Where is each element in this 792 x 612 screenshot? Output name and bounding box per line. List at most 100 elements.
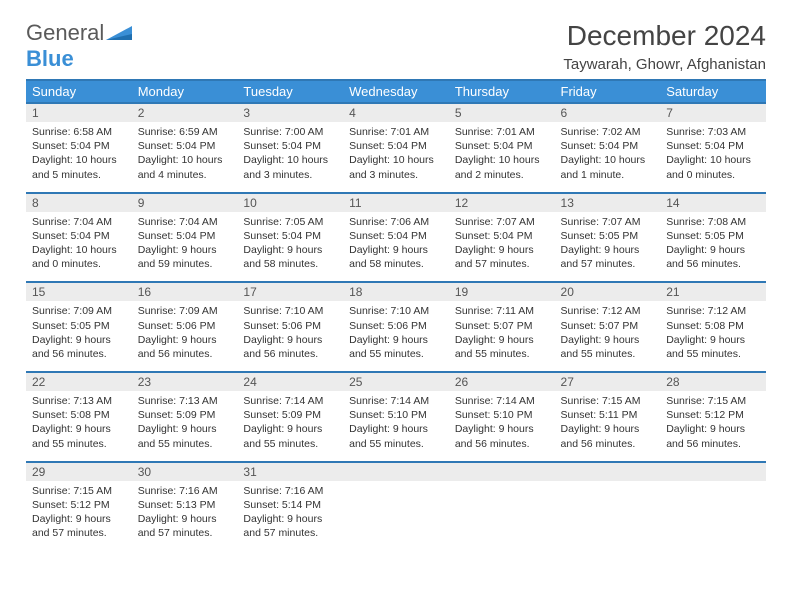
sunset-text: Sunset: 5:04 PM	[138, 139, 232, 153]
day-number: 11	[343, 192, 449, 212]
day-number: 20	[555, 281, 661, 301]
day-body: Sunrise: 7:10 AMSunset: 5:06 PMDaylight:…	[343, 301, 449, 371]
day-cell	[555, 461, 661, 551]
day-number-empty	[555, 461, 661, 481]
day1-text: Daylight: 9 hours	[138, 243, 232, 257]
day-cell: 25Sunrise: 7:14 AMSunset: 5:10 PMDayligh…	[343, 371, 449, 461]
day-body: Sunrise: 7:00 AMSunset: 5:04 PMDaylight:…	[237, 122, 343, 192]
day1-text: Daylight: 9 hours	[243, 333, 337, 347]
day-cell: 23Sunrise: 7:13 AMSunset: 5:09 PMDayligh…	[132, 371, 238, 461]
day1-text: Daylight: 9 hours	[32, 512, 126, 526]
day-number-empty	[343, 461, 449, 481]
day2-text: and 55 minutes.	[32, 437, 126, 451]
sunset-text: Sunset: 5:11 PM	[561, 408, 655, 422]
sunset-text: Sunset: 5:04 PM	[243, 139, 337, 153]
day-body: Sunrise: 7:16 AMSunset: 5:13 PMDaylight:…	[132, 481, 238, 551]
sunset-text: Sunset: 5:05 PM	[561, 229, 655, 243]
page-header: General Blue December 2024 Taywarah, Gho…	[26, 20, 766, 73]
day-number: 4	[343, 102, 449, 122]
day1-text: Daylight: 9 hours	[455, 333, 549, 347]
sunset-text: Sunset: 5:04 PM	[243, 229, 337, 243]
day-cell	[343, 461, 449, 551]
day1-text: Daylight: 9 hours	[561, 243, 655, 257]
day-number: 30	[132, 461, 238, 481]
day-number: 15	[26, 281, 132, 301]
day-cell: 15Sunrise: 7:09 AMSunset: 5:05 PMDayligh…	[26, 281, 132, 371]
day-body-empty	[343, 481, 449, 535]
day-header: Monday	[132, 79, 238, 102]
sunset-text: Sunset: 5:04 PM	[349, 139, 443, 153]
sunrise-text: Sunrise: 7:04 AM	[138, 215, 232, 229]
day-cell: 30Sunrise: 7:16 AMSunset: 5:13 PMDayligh…	[132, 461, 238, 551]
day-body: Sunrise: 7:08 AMSunset: 5:05 PMDaylight:…	[660, 212, 766, 282]
day-body: Sunrise: 7:01 AMSunset: 5:04 PMDaylight:…	[343, 122, 449, 192]
day1-text: Daylight: 10 hours	[32, 153, 126, 167]
day-body-empty	[660, 481, 766, 535]
sunset-text: Sunset: 5:06 PM	[138, 319, 232, 333]
day2-text: and 55 minutes.	[349, 347, 443, 361]
sunrise-text: Sunrise: 7:12 AM	[666, 304, 760, 318]
day1-text: Daylight: 10 hours	[455, 153, 549, 167]
sunset-text: Sunset: 5:04 PM	[349, 229, 443, 243]
day-body: Sunrise: 7:04 AMSunset: 5:04 PMDaylight:…	[132, 212, 238, 282]
sunset-text: Sunset: 5:04 PM	[455, 229, 549, 243]
sunrise-text: Sunrise: 7:14 AM	[455, 394, 549, 408]
day-number: 21	[660, 281, 766, 301]
day-body: Sunrise: 7:02 AMSunset: 5:04 PMDaylight:…	[555, 122, 661, 192]
day-cell: 28Sunrise: 7:15 AMSunset: 5:12 PMDayligh…	[660, 371, 766, 461]
day-cell: 29Sunrise: 7:15 AMSunset: 5:12 PMDayligh…	[26, 461, 132, 551]
sunrise-text: Sunrise: 7:05 AM	[243, 215, 337, 229]
day-body: Sunrise: 7:13 AMSunset: 5:08 PMDaylight:…	[26, 391, 132, 461]
day-body: Sunrise: 7:04 AMSunset: 5:04 PMDaylight:…	[26, 212, 132, 282]
day-body: Sunrise: 7:12 AMSunset: 5:07 PMDaylight:…	[555, 301, 661, 371]
sunrise-text: Sunrise: 6:59 AM	[138, 125, 232, 139]
day1-text: Daylight: 9 hours	[666, 333, 760, 347]
day-cell: 2Sunrise: 6:59 AMSunset: 5:04 PMDaylight…	[132, 102, 238, 192]
sunrise-text: Sunrise: 7:16 AM	[243, 484, 337, 498]
day-cell: 13Sunrise: 7:07 AMSunset: 5:05 PMDayligh…	[555, 192, 661, 282]
day1-text: Daylight: 9 hours	[243, 243, 337, 257]
day-number: 12	[449, 192, 555, 212]
day2-text: and 56 minutes.	[561, 437, 655, 451]
sunset-text: Sunset: 5:04 PM	[32, 139, 126, 153]
day-number: 3	[237, 102, 343, 122]
day-body: Sunrise: 7:09 AMSunset: 5:06 PMDaylight:…	[132, 301, 238, 371]
day-cell: 4Sunrise: 7:01 AMSunset: 5:04 PMDaylight…	[343, 102, 449, 192]
day-body: Sunrise: 6:58 AMSunset: 5:04 PMDaylight:…	[26, 122, 132, 192]
day1-text: Daylight: 9 hours	[243, 512, 337, 526]
week-row: 22Sunrise: 7:13 AMSunset: 5:08 PMDayligh…	[26, 371, 766, 461]
day1-text: Daylight: 10 hours	[138, 153, 232, 167]
day-cell: 3Sunrise: 7:00 AMSunset: 5:04 PMDaylight…	[237, 102, 343, 192]
sunset-text: Sunset: 5:04 PM	[455, 139, 549, 153]
day-cell: 18Sunrise: 7:10 AMSunset: 5:06 PMDayligh…	[343, 281, 449, 371]
day1-text: Daylight: 10 hours	[561, 153, 655, 167]
sunrise-text: Sunrise: 6:58 AM	[32, 125, 126, 139]
sunset-text: Sunset: 5:10 PM	[349, 408, 443, 422]
day2-text: and 58 minutes.	[349, 257, 443, 271]
day1-text: Daylight: 9 hours	[32, 422, 126, 436]
day-cell: 27Sunrise: 7:15 AMSunset: 5:11 PMDayligh…	[555, 371, 661, 461]
day-body-empty	[449, 481, 555, 535]
day-cell: 26Sunrise: 7:14 AMSunset: 5:10 PMDayligh…	[449, 371, 555, 461]
day-body: Sunrise: 7:15 AMSunset: 5:12 PMDaylight:…	[660, 391, 766, 461]
day2-text: and 55 minutes.	[561, 347, 655, 361]
sunrise-text: Sunrise: 7:07 AM	[455, 215, 549, 229]
sunset-text: Sunset: 5:10 PM	[455, 408, 549, 422]
sunrise-text: Sunrise: 7:13 AM	[138, 394, 232, 408]
day-cell: 20Sunrise: 7:12 AMSunset: 5:07 PMDayligh…	[555, 281, 661, 371]
day-number: 31	[237, 461, 343, 481]
calendar-body: 1Sunrise: 6:58 AMSunset: 5:04 PMDaylight…	[26, 102, 766, 550]
day-cell: 11Sunrise: 7:06 AMSunset: 5:04 PMDayligh…	[343, 192, 449, 282]
sunrise-text: Sunrise: 7:00 AM	[243, 125, 337, 139]
day2-text: and 55 minutes.	[243, 437, 337, 451]
day-cell: 19Sunrise: 7:11 AMSunset: 5:07 PMDayligh…	[449, 281, 555, 371]
day1-text: Daylight: 10 hours	[349, 153, 443, 167]
sunrise-text: Sunrise: 7:10 AM	[243, 304, 337, 318]
day1-text: Daylight: 9 hours	[349, 333, 443, 347]
day2-text: and 55 minutes.	[138, 437, 232, 451]
day-cell: 7Sunrise: 7:03 AMSunset: 5:04 PMDaylight…	[660, 102, 766, 192]
day1-text: Daylight: 10 hours	[243, 153, 337, 167]
sunrise-text: Sunrise: 7:02 AM	[561, 125, 655, 139]
day-cell	[449, 461, 555, 551]
day-cell: 12Sunrise: 7:07 AMSunset: 5:04 PMDayligh…	[449, 192, 555, 282]
